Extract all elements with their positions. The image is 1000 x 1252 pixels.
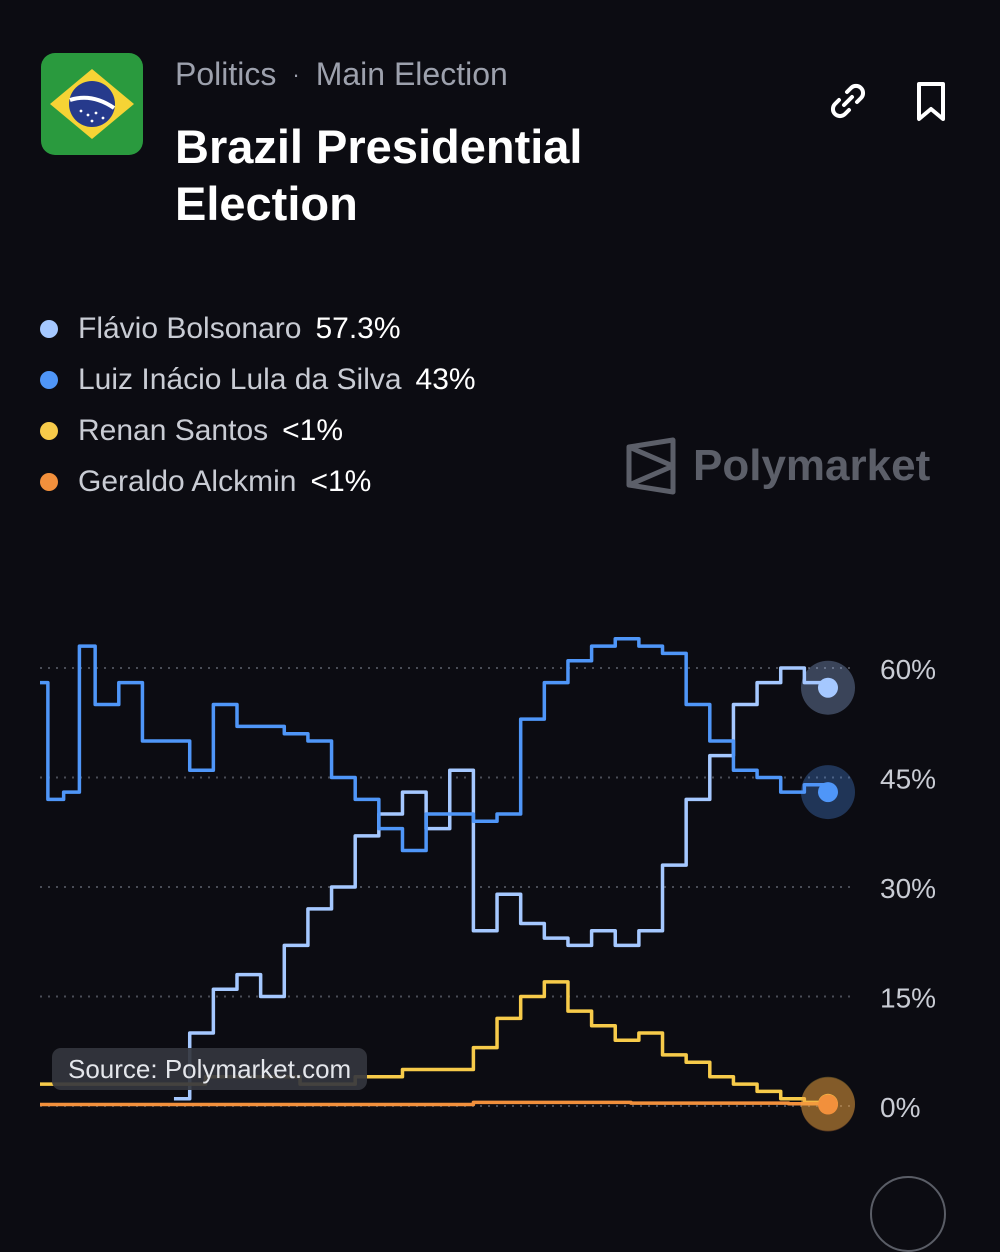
link-icon[interactable]	[825, 78, 871, 124]
legend-dot	[40, 370, 58, 389]
legend-dot	[40, 421, 58, 440]
legend-dot	[40, 319, 58, 338]
polymarket-watermark: Polymarket	[625, 437, 930, 495]
source-label: Source: Polymarket.com	[52, 1048, 368, 1090]
series-line	[173, 666, 830, 1101]
legend-name: Luiz Inácio Lula da Silva	[78, 362, 402, 396]
scroll-button[interactable]	[870, 1176, 946, 1252]
breadcrumb-separator: ·	[292, 61, 300, 87]
y-tick-label: 0%	[880, 1092, 920, 1123]
price-chart: 60% 45% 30% 15% 0%	[40, 637, 936, 1132]
legend-name: Flávio Bolsonaro	[78, 311, 302, 345]
legend-item: Renan Santos <1%	[40, 405, 476, 456]
legend-item: Flávio Bolsonaro 57.3%	[40, 303, 476, 354]
series-line	[40, 1100, 830, 1107]
series-end-marker	[818, 677, 838, 698]
y-tick-label: 15%	[880, 983, 936, 1014]
legend-name: Renan Santos	[78, 413, 269, 447]
watermark-text: Polymarket	[693, 441, 931, 490]
y-tick-label: 60%	[880, 654, 936, 685]
legend-dot	[40, 472, 58, 491]
series-line	[40, 637, 830, 853]
breadcrumb-category[interactable]: Politics	[175, 56, 277, 92]
y-tick-label: 45%	[880, 764, 936, 795]
legend-value: <1%	[310, 464, 372, 498]
legend-name: Geraldo Alckmin	[78, 464, 297, 498]
breadcrumb: Politics · Main Election	[175, 56, 508, 93]
legend-item: Luiz Inácio Lula da Silva 43%	[40, 354, 476, 405]
y-tick-label: 30%	[880, 873, 936, 904]
legend-value: 57.3%	[315, 311, 401, 345]
legend-value: 43%	[415, 362, 476, 396]
polymarket-logo-icon	[626, 437, 676, 495]
page-title: Brazil Presidential Election	[175, 120, 583, 230]
series-end-marker	[818, 782, 838, 803]
brazil-flag-icon	[41, 53, 143, 155]
legend-item: Geraldo Alckmin <1%	[40, 456, 476, 507]
legend-value: <1%	[282, 413, 344, 447]
bookmark-icon[interactable]	[908, 78, 954, 124]
series-end-marker	[818, 1094, 838, 1115]
chart-legend: Flávio Bolsonaro 57.3% Luiz Inácio Lula …	[40, 303, 476, 507]
breadcrumb-subcategory[interactable]: Main Election	[315, 56, 508, 92]
